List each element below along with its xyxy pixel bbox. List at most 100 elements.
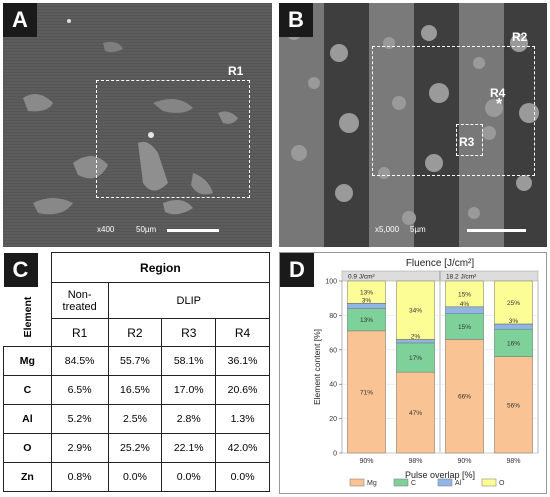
element-header: Element	[21, 296, 34, 337]
bar-segment-al	[445, 306, 484, 314]
table-cell: 25.2%	[107, 433, 163, 463]
roi-r1-label: R1	[228, 64, 244, 78]
y-tick-label: 20	[329, 416, 337, 423]
x-tick-label: 90%	[359, 458, 373, 465]
group-dlip: DLIP	[107, 282, 271, 319]
table-cell: 84.5%	[50, 346, 109, 376]
bar-segment-mg	[347, 330, 386, 454]
facet-label: 0.9 J/cm²	[348, 274, 376, 281]
roi-r2-box	[372, 46, 535, 176]
y-tick-label: 100	[325, 279, 337, 286]
legend-label: Al	[455, 480, 462, 487]
roi-r2-label: R2	[512, 30, 528, 44]
data-label: 4%	[460, 301, 470, 308]
data-label: 3%	[509, 318, 519, 325]
roi-r1-box	[96, 80, 250, 198]
table-cell: 16.5%	[107, 375, 163, 405]
data-label: 16%	[507, 340, 520, 347]
row-element: O	[3, 433, 52, 463]
data-label: 66%	[458, 394, 471, 401]
bar-segment-mg	[396, 371, 435, 454]
column-header-r2: R2	[107, 318, 163, 347]
table-cell: 42.0%	[215, 433, 270, 463]
data-label: 34%	[409, 308, 422, 315]
facet-label: 18.2 J/cm²	[446, 274, 477, 281]
row-element: Al	[3, 404, 52, 434]
bar-segment-c	[445, 313, 484, 340]
table-cell: 0.0%	[161, 462, 217, 492]
legend-swatch-o	[481, 478, 497, 487]
bar-segment-o	[396, 280, 435, 340]
data-label: 3%	[362, 297, 372, 304]
element-region-table: C Element Region Non-treated DLIP R1 R2 …	[3, 252, 271, 492]
table-row: Al 5.2% 2.5% 2.8% 1.3%	[3, 404, 270, 434]
data-label: 13%	[360, 290, 373, 297]
x-tick-label: 90%	[457, 458, 471, 465]
data-label: 2%	[411, 333, 421, 340]
panel-a-label: A	[3, 3, 37, 37]
legend-label: O	[499, 480, 505, 487]
scale-bar-b	[467, 229, 526, 232]
table-cell: 0.0%	[215, 462, 270, 492]
scale-bar-a	[167, 229, 219, 232]
legend-swatch-al	[437, 478, 453, 487]
table-cell: 0.0%	[107, 462, 163, 492]
x-tick-label: 98%	[408, 458, 422, 465]
roi-r3-label: R3	[459, 135, 475, 149]
bar-segment-c	[396, 342, 435, 373]
table-cell: 2.8%	[161, 404, 217, 434]
column-header-r1: R1	[50, 318, 109, 347]
bar-segment-o	[494, 280, 533, 325]
table-row: Zn 0.8% 0.0% 0.0% 0.0%	[3, 462, 270, 492]
table-cell: 1.3%	[215, 404, 270, 434]
y-tick-label: 0	[333, 451, 337, 458]
table-cell: 58.1%	[161, 346, 217, 376]
data-label: 17%	[409, 355, 422, 362]
data-label: 56%	[507, 402, 520, 409]
data-label: 15%	[458, 324, 471, 331]
table-cell: 2.5%	[107, 404, 163, 434]
table-cell: 17.0%	[161, 375, 217, 405]
table-cell: 22.1%	[161, 433, 217, 463]
data-label: 25%	[507, 300, 520, 307]
panel-d-label: D	[280, 253, 314, 287]
scale-label-b: 5µm	[410, 225, 426, 234]
panel-c-table: C Element Region Non-treated DLIP R1 R2 …	[3, 252, 273, 494]
magnification-b: x5,000	[375, 225, 400, 234]
table-row: O 2.9% 25.2% 22.1% 42.0%	[3, 433, 270, 463]
roi-r3-box	[456, 124, 483, 156]
magnification-a: x400	[97, 225, 115, 234]
y-tick-label: 40	[329, 382, 337, 389]
row-element: Mg	[3, 346, 52, 376]
scale-label-a: 50µm	[136, 225, 157, 234]
legend-swatch-mg	[349, 478, 365, 487]
column-header-r3: R3	[161, 318, 217, 347]
data-label: 13%	[360, 317, 373, 324]
panel-a-sem-image: A R1 x400 50µm	[3, 3, 272, 247]
legend-swatch-c	[393, 478, 409, 487]
table-cell: 2.9%	[50, 433, 109, 463]
data-label: 15%	[458, 291, 471, 298]
roi-r4-marker: *	[496, 96, 503, 113]
row-element: Zn	[3, 462, 52, 492]
y-axis-label: Element content [%]	[312, 329, 322, 405]
table-cell: 55.7%	[107, 346, 163, 376]
data-label: 71%	[360, 389, 373, 396]
table-cell: 36.1%	[215, 346, 270, 376]
table-cell: 20.6%	[215, 375, 270, 405]
bar-segment-mg	[494, 356, 533, 454]
table-cell: 6.5%	[50, 375, 109, 405]
table-row: Mg 84.5% 55.7% 58.1% 36.1%	[3, 346, 270, 376]
x-axis-label: Pulse overlap [%]	[405, 470, 475, 480]
column-header-r4: R4	[215, 318, 270, 347]
table-cell: 0.8%	[50, 462, 109, 492]
x-tick-label: 98%	[506, 458, 520, 465]
stacked-bar-chart: Fluence [J/cm²] 0.9 J/cm² 18.2 J/cm² 0 20 40 6…	[312, 258, 539, 487]
element-header-cell: C Element	[3, 252, 52, 347]
roi-r4-label: R4	[490, 86, 506, 100]
sem-texture-a	[3, 3, 272, 247]
panel-d-chart: Fluence [J/cm²] 0.9 J/cm² 18.2 J/cm² 0 20 40 6…	[279, 252, 547, 494]
bar-segment-c	[494, 328, 533, 357]
panel-b-label: B	[279, 3, 313, 37]
data-label: 47%	[409, 410, 422, 417]
